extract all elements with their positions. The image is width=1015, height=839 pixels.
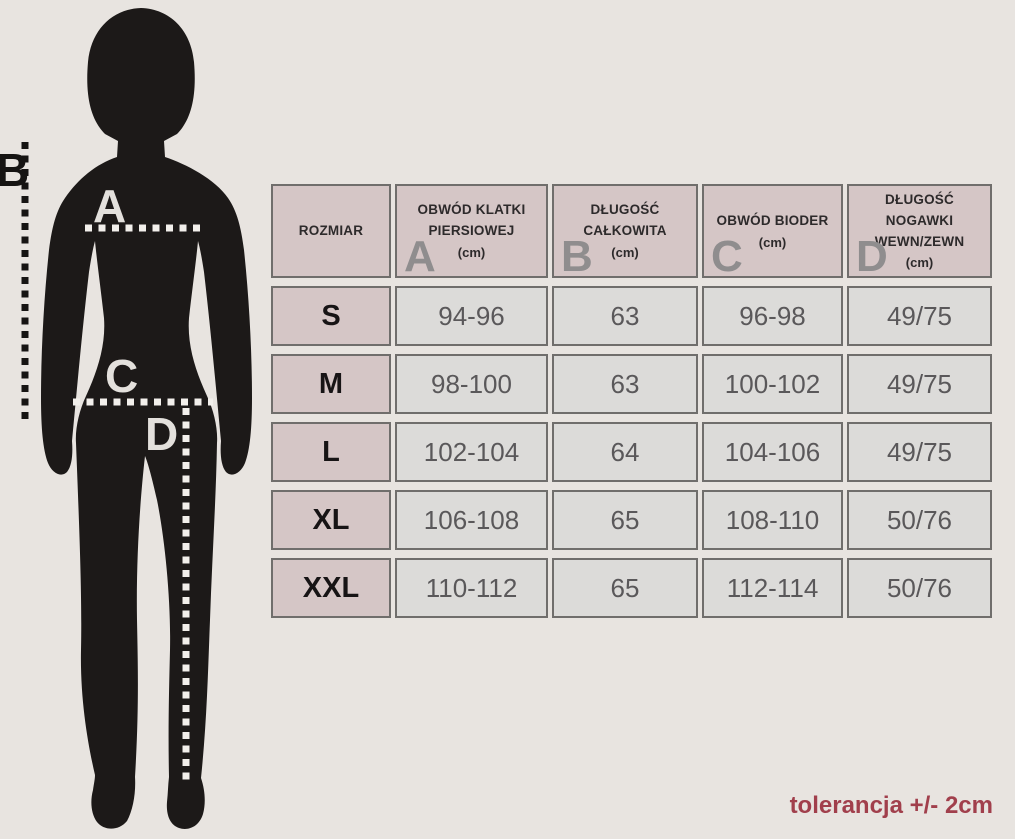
column-title: ROZMIAR: [298, 222, 364, 238]
female-silhouette: [41, 8, 252, 829]
measurement-figure: B A C D: [0, 0, 270, 839]
size-cell: L: [271, 422, 391, 482]
value-cell: 49/75: [847, 354, 992, 414]
column-title: OBWÓD BIODER: [716, 212, 829, 228]
size-cell: XXL: [271, 558, 391, 618]
measure-label-b: B: [0, 144, 29, 196]
measure-label-c: C: [105, 350, 138, 402]
value-cell: 104-106: [702, 422, 843, 482]
column-unit: (cm): [611, 244, 639, 260]
column-letter-d: D: [856, 232, 888, 281]
value-cell: 112-114: [702, 558, 843, 618]
column-letter-c: C: [711, 232, 743, 281]
value-cell: 94-96: [395, 286, 548, 346]
measure-label-d: D: [145, 408, 178, 460]
value-cell: 106-108: [395, 490, 548, 550]
size-table: ROZMIAR OBWÓD KLATKI PIERSIOWEJ (cm) A D…: [271, 184, 992, 618]
column-title: OBWÓD KLATKI PIERSIOWEJ: [417, 202, 526, 239]
size-cell: M: [271, 354, 391, 414]
tolerance-note: tolerancja +/- 2cm: [789, 792, 993, 819]
value-cell: 98-100: [395, 354, 548, 414]
column-unit: (cm): [758, 234, 787, 250]
column-unit: (cm): [905, 255, 934, 271]
value-cell: 64: [552, 422, 698, 482]
value-cell: 50/76: [847, 490, 992, 550]
header-cell-leg-length: DŁUGOŚĆ NOGAWKI WEWN/ZEWN (cm) D: [847, 184, 992, 281]
value-cell: 50/76: [847, 558, 992, 618]
column-unit: (cm): [457, 244, 486, 260]
value-cell: 49/75: [847, 286, 992, 346]
header-cell-rozmiar: ROZMIAR: [271, 184, 391, 278]
value-cell: 63: [552, 286, 698, 346]
measure-label-a: A: [93, 180, 126, 232]
value-cell: 100-102: [702, 354, 843, 414]
value-cell: 110-112: [395, 558, 548, 618]
header-cell-hips: OBWÓD BIODER (cm) C: [702, 184, 843, 281]
value-cell: 102-104: [395, 422, 548, 482]
figure-svg: B A C D: [0, 8, 252, 829]
value-cell: 65: [552, 490, 698, 550]
value-cell: 96-98: [702, 286, 843, 346]
value-cell: 65: [552, 558, 698, 618]
value-cell: 49/75: [847, 422, 992, 482]
value-cell: 108-110: [702, 490, 843, 550]
header-cell-chest: OBWÓD KLATKI PIERSIOWEJ (cm) A: [395, 184, 548, 281]
value-cell: 63: [552, 354, 698, 414]
header-cell-total-length: DŁUGOŚĆ CAŁKOWITA (cm) B: [552, 184, 698, 281]
size-cell: XL: [271, 490, 391, 550]
column-letter-b: B: [561, 232, 593, 281]
column-letter-a: A: [404, 232, 436, 281]
column-title: DŁUGOŚĆ CAŁKOWITA: [583, 202, 667, 239]
column-title: DŁUGOŚĆ NOGAWKI WEWN/ZEWN: [874, 191, 965, 249]
size-cell: S: [271, 286, 391, 346]
